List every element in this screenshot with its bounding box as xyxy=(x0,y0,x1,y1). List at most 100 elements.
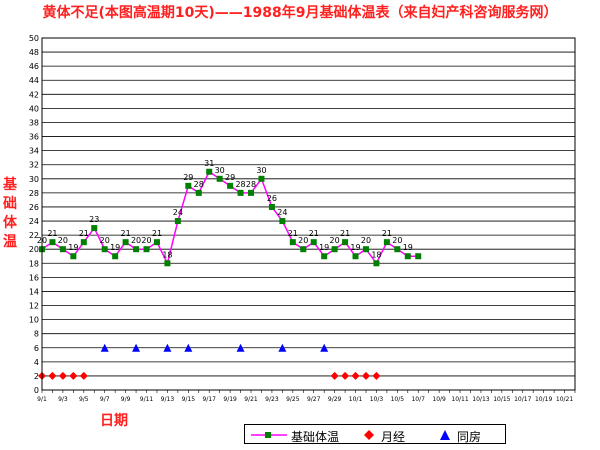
menses-point xyxy=(351,371,360,380)
bbt-point xyxy=(237,189,244,196)
bbt-data-label: 30 xyxy=(215,166,225,175)
menses-point xyxy=(330,371,339,380)
x-tick-label: 9/11 xyxy=(140,396,154,403)
legend-item-bbt: 基础体温 xyxy=(249,427,359,444)
bbt-point xyxy=(268,203,275,210)
chart-title: 黄体不足(本图高温期10天)——1988年9月基础体温表（来自妇产科咨询服务网） xyxy=(42,5,558,21)
y-tick-label: 12 xyxy=(29,302,39,311)
legend: 基础体温 月经 同房 xyxy=(244,424,506,444)
bbt-data-label: 29 xyxy=(225,173,235,182)
x-tick-label: 10/21 xyxy=(556,396,573,403)
x-tick-label: 9/13 xyxy=(161,396,175,403)
y-tick-label: 16 xyxy=(29,273,39,282)
x-tick-label: 9/15 xyxy=(182,396,196,403)
bbt-data-label: 30 xyxy=(256,166,266,175)
bbt-point xyxy=(310,239,317,246)
bbt-point xyxy=(258,175,265,182)
bbt-point xyxy=(80,239,87,246)
bbt-point xyxy=(216,175,223,182)
x-tick-label: 10/7 xyxy=(411,396,425,403)
x-tick-label: 9/7 xyxy=(100,396,110,403)
intercourse-point xyxy=(236,343,245,352)
bbt-point xyxy=(122,239,129,246)
x-tick-label: 10/19 xyxy=(535,396,552,403)
x-tick-label: 10/3 xyxy=(370,396,384,403)
bbt-point xyxy=(362,246,369,253)
legend-line-square-icon xyxy=(251,432,287,438)
bbt-point xyxy=(342,239,349,246)
y-tick-label: 42 xyxy=(29,90,39,99)
intercourse-point xyxy=(278,343,287,352)
bbt-point xyxy=(300,246,307,253)
bbt-data-label: 20 xyxy=(100,236,110,245)
bbt-point xyxy=(195,189,202,196)
y-tick-label: 2 xyxy=(34,372,39,381)
legend-label-menses: 月经 xyxy=(381,430,406,444)
y-tick-label: 32 xyxy=(29,161,39,170)
x-tick-label: 10/13 xyxy=(472,396,489,403)
bbt-data-label: 28 xyxy=(235,180,245,189)
bbt-point xyxy=(383,239,390,246)
bbt-point xyxy=(321,253,328,260)
bbt-data-label: 28 xyxy=(246,180,256,189)
bbt-point xyxy=(91,225,98,232)
bbt-point xyxy=(153,239,160,246)
bbt-data-label: 20 xyxy=(58,236,68,245)
menses-point xyxy=(69,371,78,380)
legend-item-menses: 月经 xyxy=(361,427,431,444)
bbt-point xyxy=(70,253,77,260)
bbt-point xyxy=(394,246,401,253)
bbt-data-label: 20 xyxy=(392,236,402,245)
bbt-point xyxy=(289,239,296,246)
series-markers xyxy=(38,168,422,380)
gridlines xyxy=(42,37,575,391)
y-tick-label: 46 xyxy=(29,62,39,71)
menses-point xyxy=(58,371,67,380)
x-tick-label: 10/1 xyxy=(349,396,363,403)
bbt-data-label: 20 xyxy=(141,236,151,245)
intercourse-point xyxy=(320,343,329,352)
menses-point xyxy=(48,371,57,380)
y-tick-label: 28 xyxy=(29,189,39,198)
bbt-point xyxy=(185,182,192,189)
bbt-point xyxy=(331,246,338,253)
menses-point xyxy=(372,371,381,380)
bbt-data-label: 19 xyxy=(350,243,360,252)
bbt-point xyxy=(206,168,213,175)
y-tick-label: 18 xyxy=(29,259,39,268)
bbt-point xyxy=(373,260,380,267)
legend-item-intercourse: 同房 xyxy=(437,427,503,444)
bbt-data-label: 18 xyxy=(162,250,172,259)
bbt-data-label: 20 xyxy=(131,236,141,245)
x-tick-label: 9/19 xyxy=(223,396,237,403)
x-tick-label: 9/27 xyxy=(307,396,321,403)
x-tick-label: 9/5 xyxy=(79,396,89,403)
legend-triangle-icon xyxy=(440,430,450,440)
bbt-point xyxy=(101,246,108,253)
bbt-data-label: 19 xyxy=(403,243,413,252)
bbt-point xyxy=(59,246,66,253)
y-tick-label: 30 xyxy=(29,175,39,184)
y-tick-label: 14 xyxy=(29,287,39,296)
bbt-data-label: 28 xyxy=(194,180,204,189)
menses-point xyxy=(79,371,88,380)
y-axis-label: 基础体温 xyxy=(3,177,17,250)
menses-point xyxy=(341,371,350,380)
bbt-data-label: 21 xyxy=(152,229,162,238)
bbt-point xyxy=(133,246,140,253)
x-tick-label: 9/17 xyxy=(202,396,216,403)
bbt-data-label: 19 xyxy=(68,243,78,252)
menses-point xyxy=(361,371,370,380)
bbt-data-label: 21 xyxy=(79,229,89,238)
x-tick-label: 9/21 xyxy=(244,396,258,403)
y-tick-label: 22 xyxy=(29,231,39,240)
x-axis-ticks: 9/1 9/3 9/5 9/7 9/9 9/11 9/13 9/15 9/17 9/19 9/21 9… xyxy=(37,390,576,403)
plot-border xyxy=(41,37,576,391)
bbt-point xyxy=(279,218,286,225)
bbt-data-label: 21 xyxy=(47,229,57,238)
x-tick-label: 9/23 xyxy=(265,396,279,403)
bbt-data-label: 24 xyxy=(277,208,287,217)
bbt-data-label: 24 xyxy=(173,208,183,217)
bbt-data-label: 21 xyxy=(309,229,319,238)
